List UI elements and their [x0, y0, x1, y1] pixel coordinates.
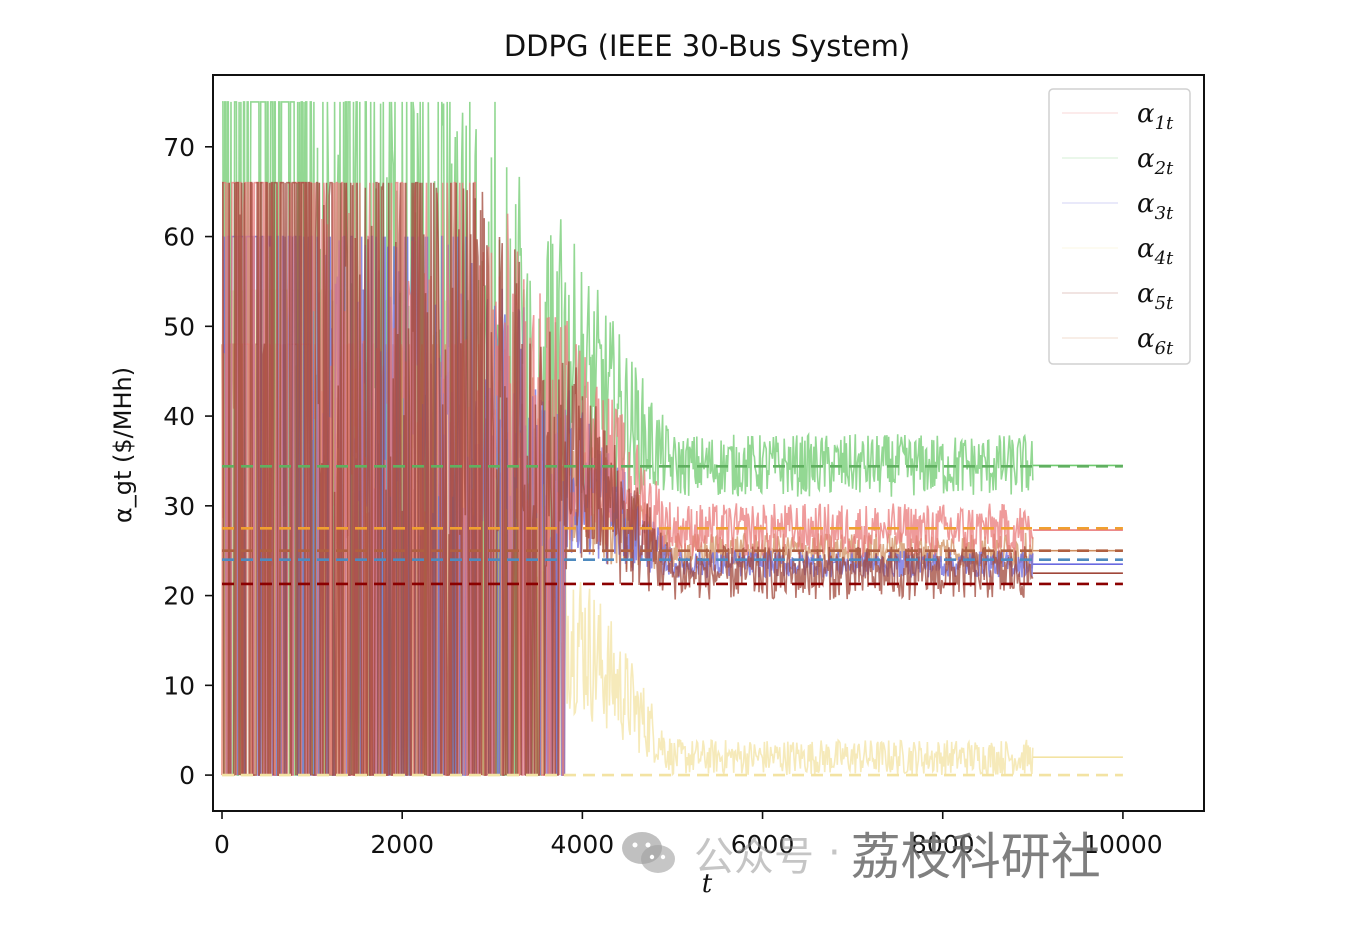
series-line-2t — [222, 101, 1034, 776]
plot-area — [221, 101, 1123, 777]
y-tick-label: 50 — [163, 312, 195, 341]
legend-label-6t: α6t — [1137, 324, 1174, 359]
x-tick-label: 4000 — [551, 830, 615, 859]
plot-frame — [212, 74, 1205, 812]
chart-title: DDPG (IEEE 30-Bus System) — [504, 29, 910, 63]
legend-label-5t: α5t — [1137, 279, 1174, 314]
x-tick-label: 8000 — [911, 830, 975, 859]
legend-label-4t: α4t — [1137, 234, 1174, 269]
legend-box — [1048, 88, 1191, 365]
x-axis: 0 2000 4000 6000 8000 10000 — [214, 811, 1163, 859]
y-tick-label: 60 — [163, 223, 195, 252]
x-tick-label: 6000 — [731, 830, 795, 859]
y-axis-label: α_gt ($/MHh) — [109, 367, 137, 523]
x-axis-label: t — [702, 869, 713, 899]
y-tick-label: 30 — [163, 492, 195, 521]
y-tick-label: 70 — [163, 133, 195, 162]
x-tick-label: 10000 — [1083, 830, 1163, 859]
legend-label-2t: α2t — [1137, 144, 1174, 179]
legend-label-3t: α3t — [1137, 189, 1174, 224]
x-tick-label: 2000 — [370, 830, 434, 859]
legend: α1t α2t α3t α4t α5t α6t — [1048, 88, 1191, 365]
y-axis: 0 10 20 30 40 50 60 70 — [163, 133, 213, 790]
y-tick-label: 0 — [179, 761, 195, 790]
y-tick-label: 40 — [163, 402, 195, 431]
legend-label-1t: α1t — [1137, 99, 1174, 134]
y-tick-label: 20 — [163, 582, 195, 611]
y-tick-label: 10 — [163, 671, 195, 700]
series-line-5t — [222, 181, 1034, 776]
x-tick-label: 0 — [214, 830, 230, 859]
